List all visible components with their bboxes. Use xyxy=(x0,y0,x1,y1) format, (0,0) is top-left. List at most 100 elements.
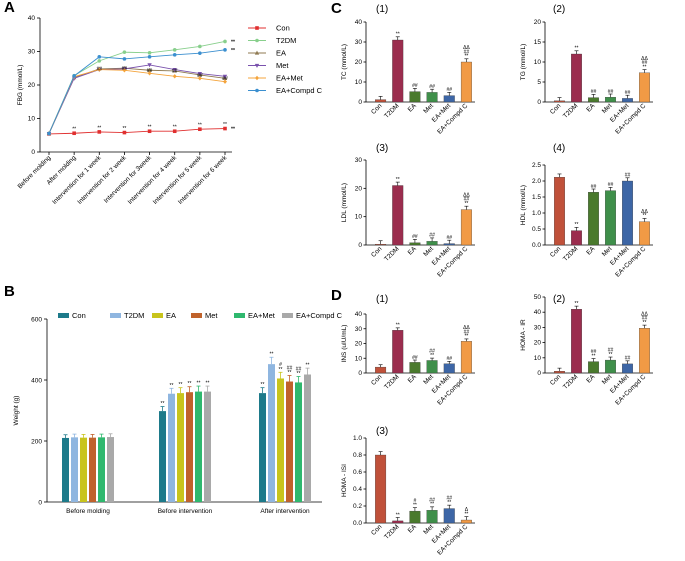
data-point xyxy=(255,88,259,93)
bar xyxy=(588,192,599,246)
significance-mark: ** xyxy=(575,301,579,307)
y-tick-label: 0.8 xyxy=(353,452,362,459)
significance-mark: ** xyxy=(97,125,101,131)
panel-d-chart-3: (3) 0.0 0.2 0.4 0.6 0.8 1.0 HOMA - ISI Con ** T2DM… xyxy=(341,426,475,557)
significance-mark: ** xyxy=(197,381,201,387)
x-tick-label: Intervention for 4 week xyxy=(127,154,179,206)
data-point xyxy=(147,63,152,68)
bar xyxy=(375,366,387,374)
panel-letter-c: C xyxy=(331,0,342,17)
x-tick-label: Met xyxy=(601,373,614,386)
data-point xyxy=(122,68,127,73)
bar xyxy=(159,411,166,502)
bar xyxy=(639,221,650,246)
bar xyxy=(186,392,193,502)
significance-mark: ** xyxy=(464,511,468,517)
y-tick-label: 20 xyxy=(28,82,36,89)
x-tick-label: T2DM xyxy=(383,102,400,119)
bar xyxy=(426,241,438,246)
subchart-number: (3) xyxy=(376,143,388,154)
y-tick-label: 0.0 xyxy=(532,242,541,249)
legend-label: EA+Compd C xyxy=(276,86,323,95)
x-tick-label: Intervention for 5 week xyxy=(152,154,204,206)
y-tick-label: 15 xyxy=(534,39,542,46)
significance-mark: ## xyxy=(464,49,470,55)
significance-mark: ## xyxy=(97,67,103,73)
y-tick-label: 10 xyxy=(355,214,363,221)
bar xyxy=(588,361,599,374)
legend-label: EA xyxy=(276,49,286,58)
legend-label: Con xyxy=(276,24,290,33)
legend-swatch xyxy=(110,313,121,318)
y-tick-label: 2.5 xyxy=(532,162,541,169)
bar xyxy=(392,185,404,246)
bar xyxy=(460,341,472,374)
x-tick-label: Intervention for 3week xyxy=(103,154,154,205)
bar xyxy=(639,72,650,103)
significance-mark: ** xyxy=(198,123,202,129)
data-point xyxy=(122,57,127,61)
significance-mark: ** xyxy=(643,320,647,326)
data-point xyxy=(97,130,102,134)
significance-mark: ** xyxy=(279,367,283,373)
bar xyxy=(98,437,105,502)
x-tick-label: T2DM xyxy=(562,102,579,119)
bar xyxy=(443,95,455,103)
y-tick-label: 0.6 xyxy=(353,469,362,476)
series-line-eamet xyxy=(48,69,226,134)
y-axis-label: HOMA - IR xyxy=(520,319,527,351)
y-tick-label: 400 xyxy=(31,377,42,384)
data-point xyxy=(255,26,259,30)
significance-mark: # xyxy=(279,362,282,368)
y-tick-label: 20 xyxy=(534,19,542,26)
legend-label: T2DM xyxy=(124,311,144,320)
bar xyxy=(639,328,650,374)
significance-mark: ## xyxy=(446,87,452,93)
x-tick-label: Con xyxy=(549,245,563,259)
y-tick-label: 0 xyxy=(358,370,362,377)
significance-mark: ** xyxy=(575,46,579,52)
data-point xyxy=(147,51,152,55)
significance-mark: ** xyxy=(161,401,165,407)
significance-mark: # xyxy=(414,498,417,504)
panel-letter-b: B xyxy=(4,283,15,300)
significance-mark: ** xyxy=(413,503,417,509)
significance-mark: ** xyxy=(270,352,274,358)
significance-mark: ## xyxy=(412,355,418,361)
legend-label: Met xyxy=(276,61,289,70)
data-point xyxy=(223,79,227,84)
y-tick-label: 1.0 xyxy=(532,210,541,217)
significance-mark: ** xyxy=(643,213,647,219)
significance-mark: ## xyxy=(642,316,648,322)
data-point xyxy=(198,51,202,55)
y-tick-label: 20 xyxy=(355,185,363,192)
y-tick-label: 1.5 xyxy=(532,194,541,201)
bar xyxy=(107,437,114,502)
bar xyxy=(375,454,387,524)
significance-mark: ** xyxy=(430,502,434,508)
bar xyxy=(460,209,472,246)
bar xyxy=(409,242,421,246)
data-point xyxy=(198,44,202,49)
legend-label: Con xyxy=(72,311,86,320)
x-tick-label: T2DM xyxy=(383,523,400,540)
x-tick-label: EA xyxy=(407,523,419,535)
significance-mark: ** xyxy=(592,353,596,359)
significance-mark: ** xyxy=(396,177,400,183)
x-tick-label: EA+Compd C xyxy=(614,245,647,278)
bar xyxy=(80,437,87,502)
y-tick-label: 0 xyxy=(38,499,42,506)
bar xyxy=(426,360,438,374)
significance-mark: ** xyxy=(288,370,292,376)
data-point xyxy=(223,39,227,44)
bar xyxy=(62,437,69,502)
legend-label: EA+Met xyxy=(276,74,304,83)
subchart-number: (4) xyxy=(553,143,565,154)
x-tick-label: EA xyxy=(585,245,597,257)
y-tick-label: 40 xyxy=(534,309,542,316)
y-tick-label: 30 xyxy=(355,39,363,46)
significance-mark: ## xyxy=(591,184,597,190)
data-point xyxy=(198,127,202,132)
significance-mark: ## xyxy=(591,89,597,95)
significance-mark: ** xyxy=(609,352,613,358)
